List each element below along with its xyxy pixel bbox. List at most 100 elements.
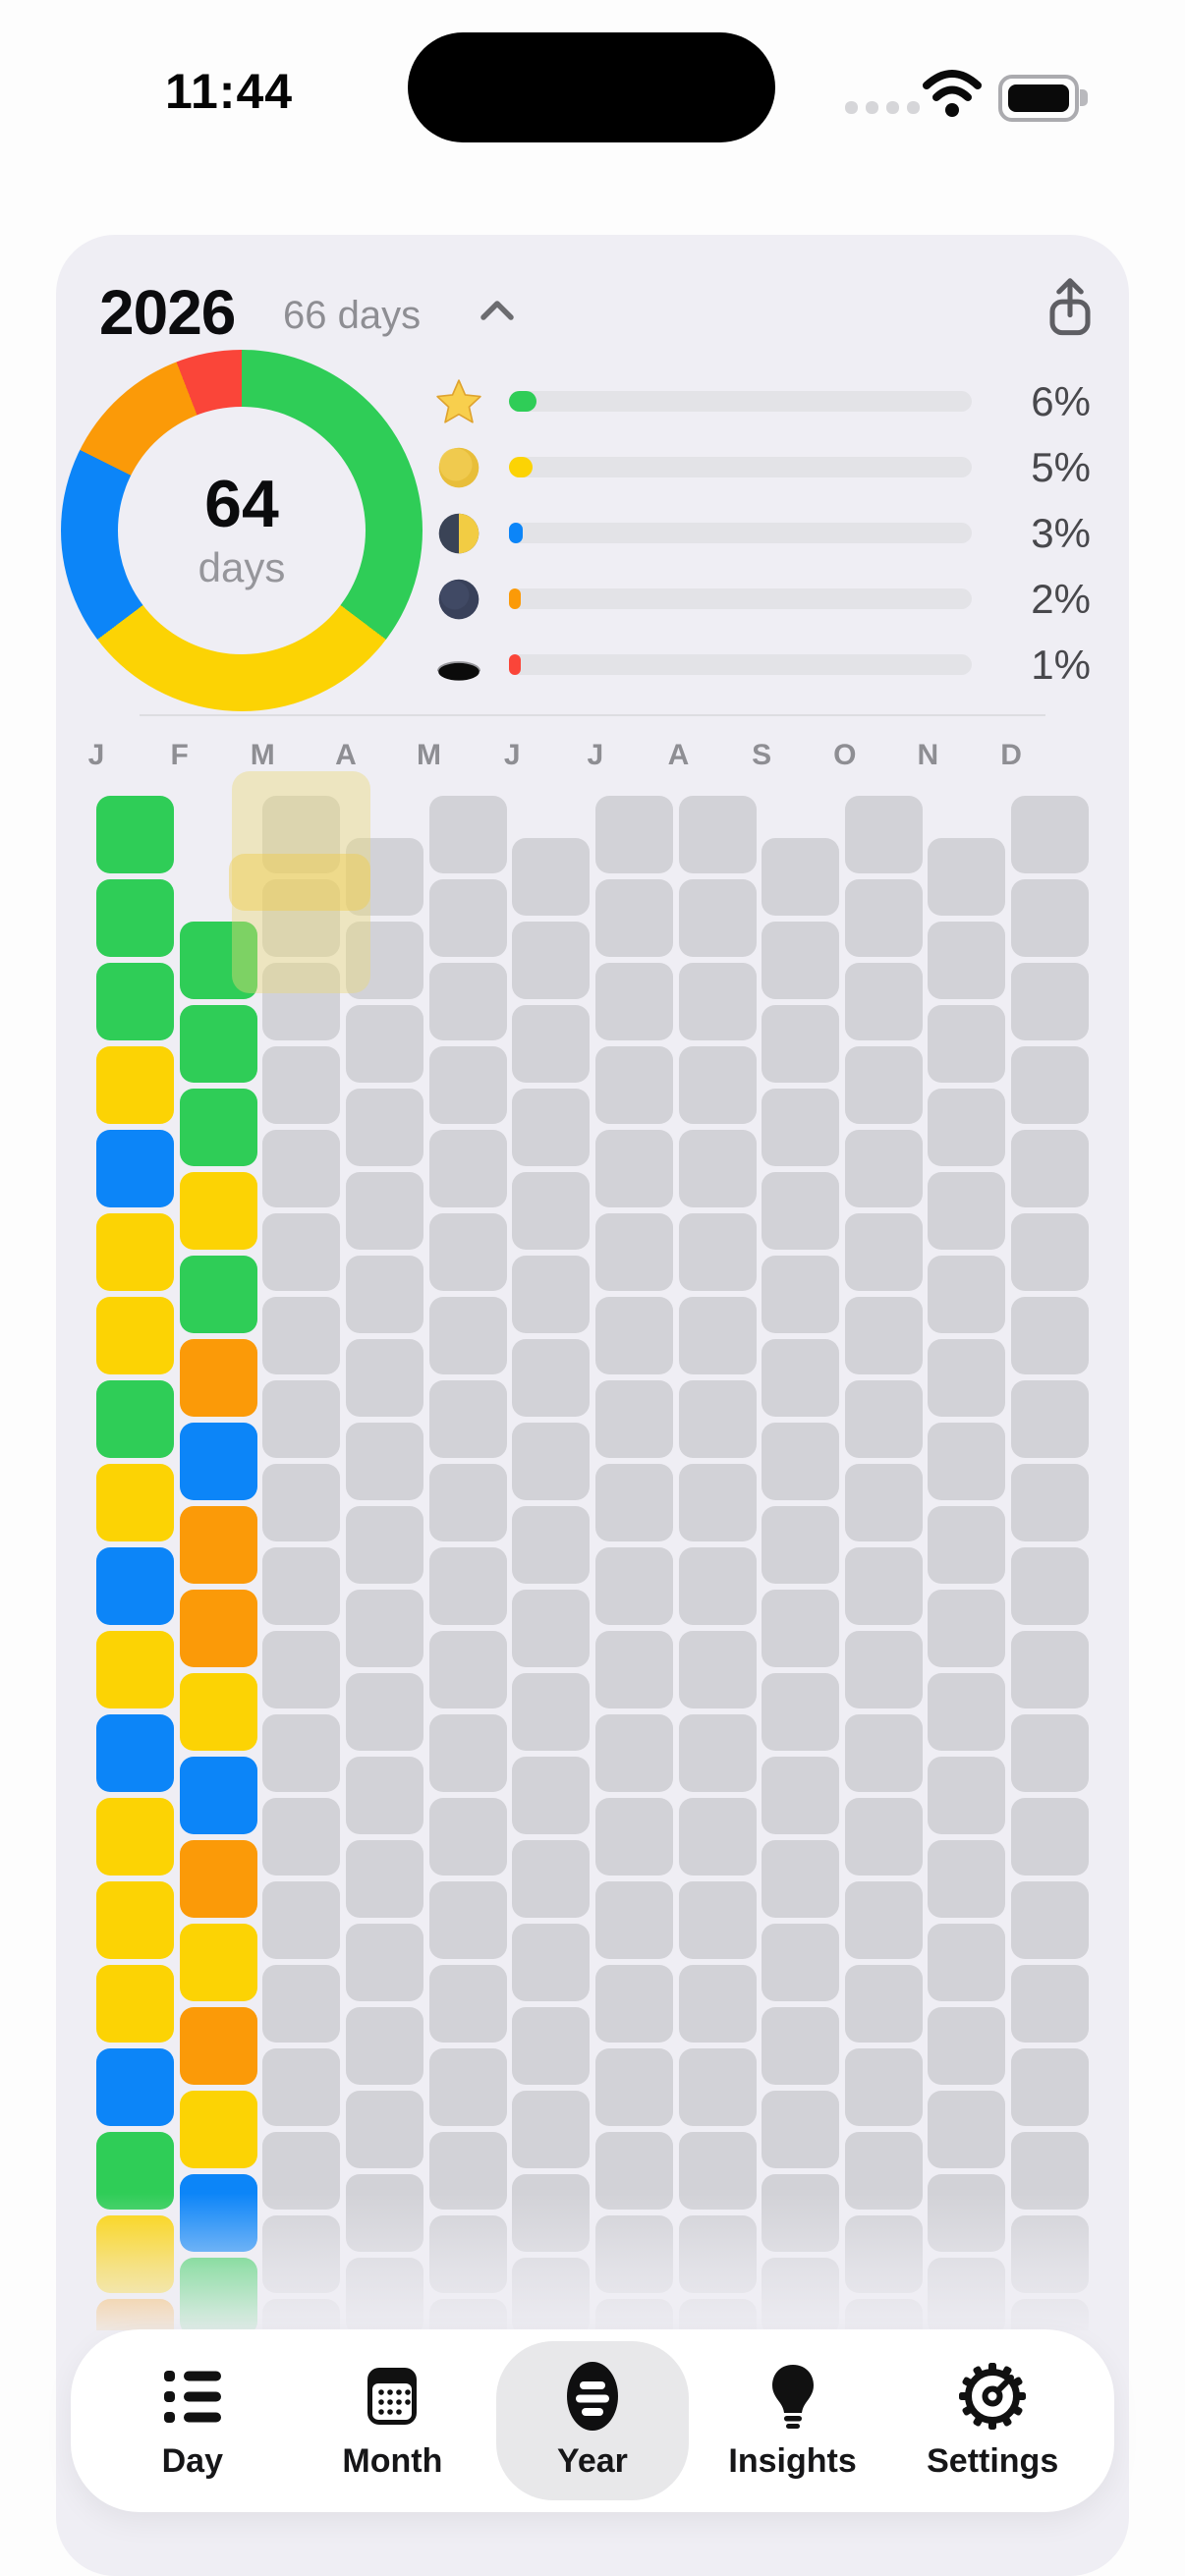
day-cell[interactable] (262, 879, 341, 957)
day-cell[interactable] (428, 796, 507, 873)
day-cell[interactable] (179, 1839, 257, 1918)
day-cell[interactable] (179, 1923, 257, 2001)
day-cell[interactable] (594, 879, 673, 957)
day-cell[interactable] (96, 1464, 174, 1541)
day-cell[interactable] (512, 1004, 591, 1083)
day-cell[interactable] (262, 1464, 341, 1541)
day-cell[interactable] (179, 1338, 257, 1417)
day-cell[interactable] (844, 1965, 923, 2043)
day-cell[interactable] (96, 1213, 174, 1291)
day-cell[interactable] (96, 796, 174, 873)
day-cell[interactable] (428, 1464, 507, 1541)
day-cell[interactable] (928, 2090, 1006, 2168)
day-cell[interactable] (512, 1756, 591, 1834)
day-cell[interactable] (844, 1798, 923, 1876)
day-cell[interactable] (678, 1464, 757, 1541)
day-cell[interactable] (762, 1171, 840, 1250)
day-cell[interactable] (762, 1923, 840, 2001)
day-cell[interactable] (678, 1213, 757, 1291)
day-cell[interactable] (928, 1505, 1006, 1584)
day-cell[interactable] (928, 2006, 1006, 2085)
day-cell[interactable] (844, 1213, 923, 1291)
day-cell[interactable] (594, 1213, 673, 1291)
day-cell[interactable] (1011, 796, 1089, 873)
day-cell[interactable] (1011, 879, 1089, 957)
day-cell[interactable] (844, 1380, 923, 1458)
day-cell[interactable] (512, 2006, 591, 2085)
day-cell[interactable] (1011, 1213, 1089, 1291)
day-cell[interactable] (512, 1171, 591, 1250)
day-cell[interactable] (262, 796, 341, 873)
day-cell[interactable] (928, 1088, 1006, 1166)
tab-settings[interactable]: Settings (896, 2341, 1089, 2500)
day-cell[interactable] (762, 2006, 840, 2085)
day-cell[interactable] (179, 1505, 257, 1584)
day-cell[interactable] (262, 1714, 341, 1792)
day-cell[interactable] (844, 1464, 923, 1541)
day-cell[interactable] (928, 1756, 1006, 1834)
day-cell[interactable] (1011, 1464, 1089, 1541)
day-cell[interactable] (512, 1923, 591, 2001)
day-cell[interactable] (928, 1422, 1006, 1500)
day-cell[interactable] (594, 1046, 673, 1124)
day-cell[interactable] (594, 1881, 673, 1959)
day-cell[interactable] (345, 1255, 423, 1333)
day-cell[interactable] (594, 1464, 673, 1541)
day-cell[interactable] (345, 1923, 423, 2001)
day-cell[interactable] (428, 1213, 507, 1291)
day-cell[interactable] (844, 1046, 923, 1124)
day-cell[interactable] (762, 837, 840, 916)
day-cell[interactable] (345, 837, 423, 916)
day-cell[interactable] (928, 1839, 1006, 1918)
day-cell[interactable] (928, 1171, 1006, 1250)
day-cell[interactable] (96, 1631, 174, 1708)
day-cell[interactable] (428, 1046, 507, 1124)
day-cell[interactable] (678, 1046, 757, 1124)
day-cell[interactable] (179, 1255, 257, 1333)
day-cell[interactable] (594, 2048, 673, 2126)
day-cell[interactable] (512, 1088, 591, 1166)
day-cell[interactable] (428, 879, 507, 957)
day-cell[interactable] (345, 1672, 423, 1751)
day-cell[interactable] (428, 2048, 507, 2126)
day-cell[interactable] (179, 1672, 257, 1751)
day-cell[interactable] (179, 1589, 257, 1667)
day-cell[interactable] (512, 1338, 591, 1417)
day-cell[interactable] (512, 1672, 591, 1751)
day-cell[interactable] (928, 921, 1006, 999)
day-cell[interactable] (262, 1881, 341, 1959)
day-cell[interactable] (1011, 1965, 1089, 2043)
day-cell[interactable] (678, 1547, 757, 1625)
day-cell[interactable] (762, 1004, 840, 1083)
day-cell[interactable] (594, 1631, 673, 1708)
chevron-up-icon[interactable] (479, 296, 516, 325)
day-cell[interactable] (762, 1422, 840, 1500)
tab-month[interactable]: Month (297, 2341, 489, 2500)
day-cell[interactable] (594, 1297, 673, 1374)
day-cell[interactable] (928, 1923, 1006, 2001)
day-cell[interactable] (179, 1422, 257, 1500)
tab-year[interactable]: Year (496, 2341, 689, 2500)
day-cell[interactable] (345, 921, 423, 999)
day-cell[interactable] (594, 1965, 673, 2043)
day-cell[interactable] (96, 879, 174, 957)
day-cell[interactable] (512, 1255, 591, 1333)
day-cell[interactable] (678, 963, 757, 1040)
day-cell[interactable] (594, 1547, 673, 1625)
day-cell[interactable] (678, 2048, 757, 2126)
day-cell[interactable] (928, 1338, 1006, 1417)
day-cell[interactable] (179, 2006, 257, 2085)
day-cell[interactable] (428, 1881, 507, 1959)
day-cell[interactable] (1011, 1380, 1089, 1458)
day-cell[interactable] (428, 1297, 507, 1374)
day-cell[interactable] (594, 963, 673, 1040)
day-cell[interactable] (1011, 1130, 1089, 1207)
day-cell[interactable] (512, 1839, 591, 1918)
day-cell[interactable] (262, 1965, 341, 2043)
day-cell[interactable] (179, 2090, 257, 2168)
day-cell[interactable] (844, 1631, 923, 1708)
day-cell[interactable] (96, 1798, 174, 1876)
day-cell[interactable] (678, 1881, 757, 1959)
day-cell[interactable] (96, 1046, 174, 1124)
day-cell[interactable] (96, 1380, 174, 1458)
